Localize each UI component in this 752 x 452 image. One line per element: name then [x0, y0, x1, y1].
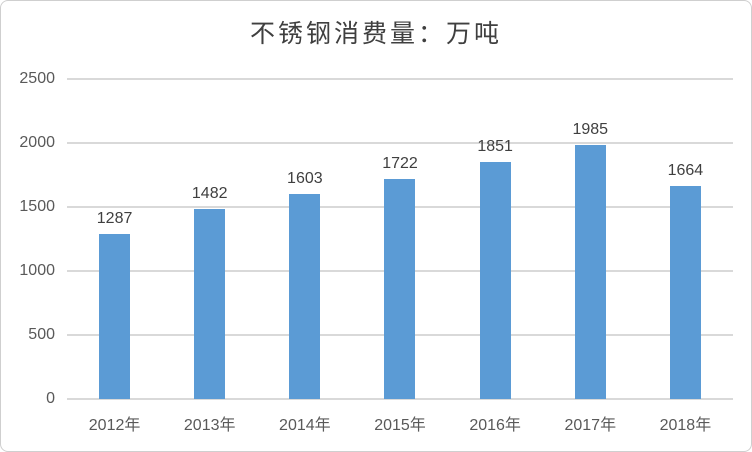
- plot-area: 0 500 1000 1500 2000 2500 1287 1482 1603 1722 1851…: [19, 71, 733, 434]
- y-axis-tick-label: 0: [46, 390, 55, 407]
- bar-value-label: 1482: [191, 185, 228, 203]
- bar: [479, 162, 511, 399]
- bar-group-2012年: 1287: [67, 79, 162, 399]
- bar: [384, 178, 416, 399]
- y-axis-tick-label: 1500: [19, 198, 55, 215]
- bar-group-2018年: 1664: [638, 79, 733, 399]
- bar-group-2016年: 1851: [448, 79, 543, 399]
- x-axis-tick-label: 2015年: [374, 417, 426, 434]
- gridline-2000: [67, 142, 733, 144]
- chart-title: 不锈钢消费量：万吨: [249, 21, 502, 48]
- bar: [289, 193, 321, 399]
- x-axis-tick-label: 2014年: [279, 417, 331, 434]
- bar: [99, 234, 131, 399]
- bar-group-2015年: 1722: [352, 79, 447, 399]
- bar: [574, 144, 606, 399]
- x-axis-tick-label: 2018年: [659, 417, 712, 434]
- x-axis-line: [67, 398, 733, 400]
- x-axis-tick-label: 2012年: [88, 417, 141, 434]
- x-axis: 2012年 2013年 2014年 2015年 2016年 2017年 2018年: [67, 411, 733, 435]
- y-axis-tick-label: 2000: [19, 134, 55, 151]
- bar: [194, 209, 226, 399]
- bar: [669, 186, 701, 399]
- y-axis-tick-label: 2500: [19, 70, 55, 87]
- y-axis-tick-label: 1000: [19, 262, 55, 279]
- x-axis-tick-label: 2017年: [564, 417, 617, 434]
- bar-value-label: 1985: [572, 120, 609, 138]
- bar-value-label: 1851: [477, 138, 513, 156]
- bar-series: 1287 1482 1603 1722 1851 1985 1664: [67, 79, 733, 399]
- bar-group-2014年: 1603: [257, 79, 352, 399]
- bar-value-label: 1287: [96, 210, 133, 228]
- gridline-2500: [67, 78, 733, 80]
- bar-value-label: 1664: [667, 162, 704, 180]
- bar-group-2017年: 1985: [543, 79, 638, 399]
- bar-value-label: 1722: [382, 154, 418, 172]
- y-axis-tick-label: 500: [28, 326, 55, 343]
- bar-value-label: 1603: [287, 169, 323, 187]
- bar-group-2013年: 1482: [162, 79, 257, 399]
- x-axis-tick-label: 2016年: [469, 417, 521, 434]
- x-axis-tick-label: 2013年: [183, 417, 236, 434]
